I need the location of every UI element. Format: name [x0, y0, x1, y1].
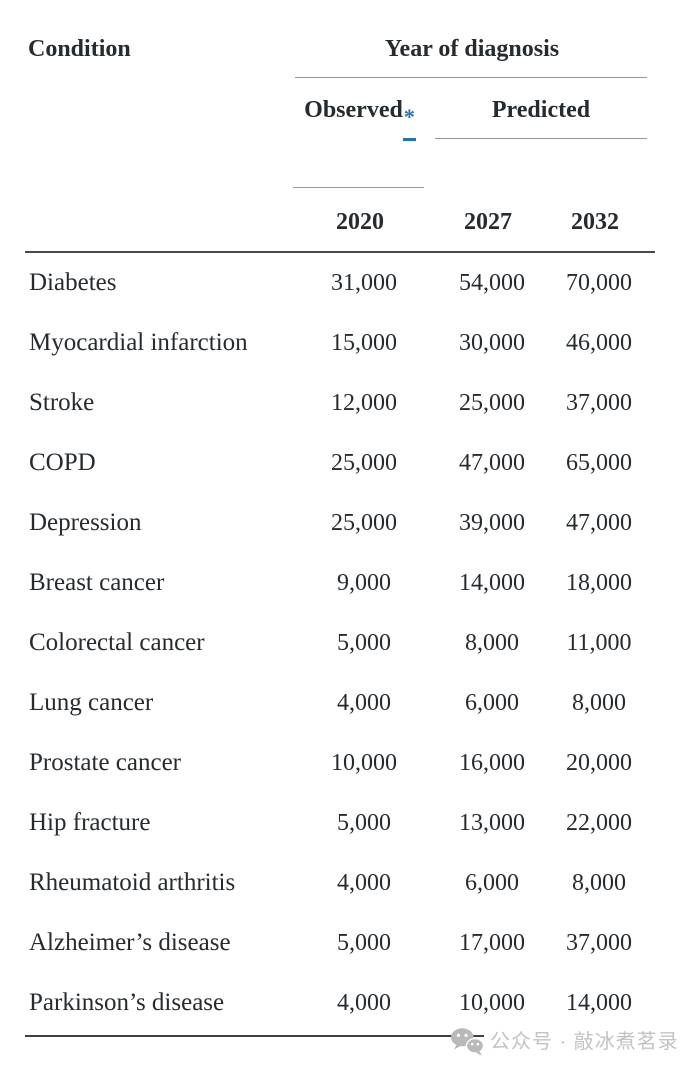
value-cell-predicted-2032: 37,000 — [566, 389, 632, 416]
value-cell-predicted-2027: 54,000 — [459, 269, 525, 296]
value-cell-observed-2020: 12,000 — [331, 389, 397, 416]
observed-underline — [293, 187, 424, 188]
value-cell-predicted-2027: 16,000 — [459, 749, 525, 776]
value-cell-observed-2020: 31,000 — [331, 269, 397, 296]
value-cell-predicted-2027: 10,000 — [459, 989, 525, 1016]
value-cell-predicted-2032: 65,000 — [566, 449, 632, 476]
wechat-icon — [450, 1027, 484, 1056]
condition-cell: Parkinson’s disease — [29, 989, 225, 1016]
value-cell-predicted-2027: 30,000 — [459, 329, 525, 356]
footnote-marker: * — [403, 104, 415, 129]
year-of-diagnosis-group-header: Year of diagnosis — [384, 36, 560, 62]
value-cell-predicted-2027: 6,000 — [465, 689, 519, 716]
value-cell-observed-2020: 4,000 — [337, 869, 391, 896]
value-cell-predicted-2032: 46,000 — [566, 329, 632, 356]
table-row: Diabetes 31,000 54,000 70,000 — [25, 253, 655, 313]
value-cell-predicted-2027: 47,000 — [459, 449, 525, 476]
observed-label: Observed — [304, 97, 403, 123]
predicted-column-header: Predicted — [491, 97, 591, 123]
condition-cell: Myocardial infarction — [29, 329, 248, 356]
value-cell-predicted-2027: 39,000 — [459, 509, 525, 536]
observed-column-header: Observed * — [293, 97, 427, 141]
year-column-header-2027: 2027 — [464, 209, 512, 235]
condition-cell: Prostate cancer — [29, 749, 182, 776]
table-row: Breast cancer 9,000 14,000 18,000 — [25, 553, 655, 613]
value-cell-predicted-2032: 20,000 — [566, 749, 632, 776]
value-cell-predicted-2032: 47,000 — [566, 509, 632, 536]
condition-cell: Hip fracture — [29, 809, 151, 836]
watermark-text: 公众号 · 敲冰煮茗录 — [484, 1019, 681, 1060]
value-cell-predicted-2027: 17,000 — [459, 929, 525, 956]
table-row: Prostate cancer 10,000 16,000 20,000 — [25, 733, 655, 793]
table-row: Alzheimer’s disease 5,000 17,000 37,000 — [25, 913, 655, 973]
value-cell-predicted-2027: 8,000 — [465, 629, 519, 656]
table-bottom-rule — [25, 1035, 655, 1037]
condition-cell: Diabetes — [29, 269, 117, 296]
table-row: Hip fracture 5,000 13,000 22,000 — [25, 793, 655, 853]
value-cell-observed-2020: 10,000 — [331, 749, 397, 776]
condition-cell: Depression — [29, 509, 142, 536]
watermark: 公众号 · 敲冰煮茗录 — [450, 1019, 681, 1060]
value-cell-predicted-2027: 14,000 — [459, 569, 525, 596]
condition-cell: Breast cancer — [29, 569, 165, 596]
year-of-diagnosis-underline — [295, 77, 647, 78]
value-cell-predicted-2032: 8,000 — [572, 869, 626, 896]
value-cell-predicted-2027: 13,000 — [459, 809, 525, 836]
value-cell-observed-2020: 9,000 — [337, 569, 391, 596]
value-cell-observed-2020: 15,000 — [331, 329, 397, 356]
condition-cell: Colorectal cancer — [29, 629, 205, 656]
condition-cell: Alzheimer’s disease — [29, 929, 231, 956]
value-cell-predicted-2032: 14,000 — [566, 989, 632, 1016]
year-column-header-2020: 2020 — [336, 209, 384, 235]
predicted-underline — [435, 138, 647, 139]
value-cell-predicted-2032: 70,000 — [566, 269, 632, 296]
value-cell-predicted-2032: 22,000 — [566, 809, 632, 836]
footnote-asterisk-link[interactable]: * — [402, 104, 416, 141]
condition-cell: Rheumatoid arthritis — [29, 869, 236, 896]
table-row: Depression 25,000 39,000 47,000 — [25, 493, 655, 553]
table-body: Diabetes 31,000 54,000 70,000 Myocardial… — [25, 253, 655, 1033]
table-row: Myocardial infarction 15,000 30,000 46,0… — [25, 313, 655, 373]
value-cell-observed-2020: 5,000 — [337, 929, 391, 956]
table-row: Stroke 12,000 25,000 37,000 — [25, 373, 655, 433]
table-row: Parkinson’s disease 4,000 10,000 14,000 — [25, 973, 655, 1033]
value-cell-observed-2020: 5,000 — [337, 629, 391, 656]
value-cell-observed-2020: 4,000 — [337, 989, 391, 1016]
year-column-header-2032: 2032 — [571, 209, 619, 235]
value-cell-predicted-2027: 25,000 — [459, 389, 525, 416]
condition-cell: Stroke — [29, 389, 95, 416]
value-cell-observed-2020: 4,000 — [337, 689, 391, 716]
value-cell-observed-2020: 5,000 — [337, 809, 391, 836]
table-row: Rheumatoid arthritis 4,000 6,000 8,000 — [25, 853, 655, 913]
value-cell-predicted-2032: 18,000 — [566, 569, 632, 596]
value-cell-predicted-2032: 37,000 — [566, 929, 632, 956]
header-bottom-rule — [25, 251, 655, 253]
value-cell-predicted-2032: 11,000 — [566, 629, 632, 656]
condition-column-header: Condition — [28, 36, 131, 62]
table-row: Lung cancer 4,000 6,000 8,000 — [25, 673, 655, 733]
value-cell-observed-2020: 25,000 — [331, 449, 397, 476]
condition-cell: COPD — [29, 449, 96, 476]
condition-cell: Lung cancer — [29, 689, 154, 716]
table-row: Colorectal cancer 5,000 8,000 11,000 — [25, 613, 655, 673]
table-row: COPD 25,000 47,000 65,000 — [25, 433, 655, 493]
value-cell-predicted-2032: 8,000 — [572, 689, 626, 716]
value-cell-predicted-2027: 6,000 — [465, 869, 519, 896]
value-cell-observed-2020: 25,000 — [331, 509, 397, 536]
